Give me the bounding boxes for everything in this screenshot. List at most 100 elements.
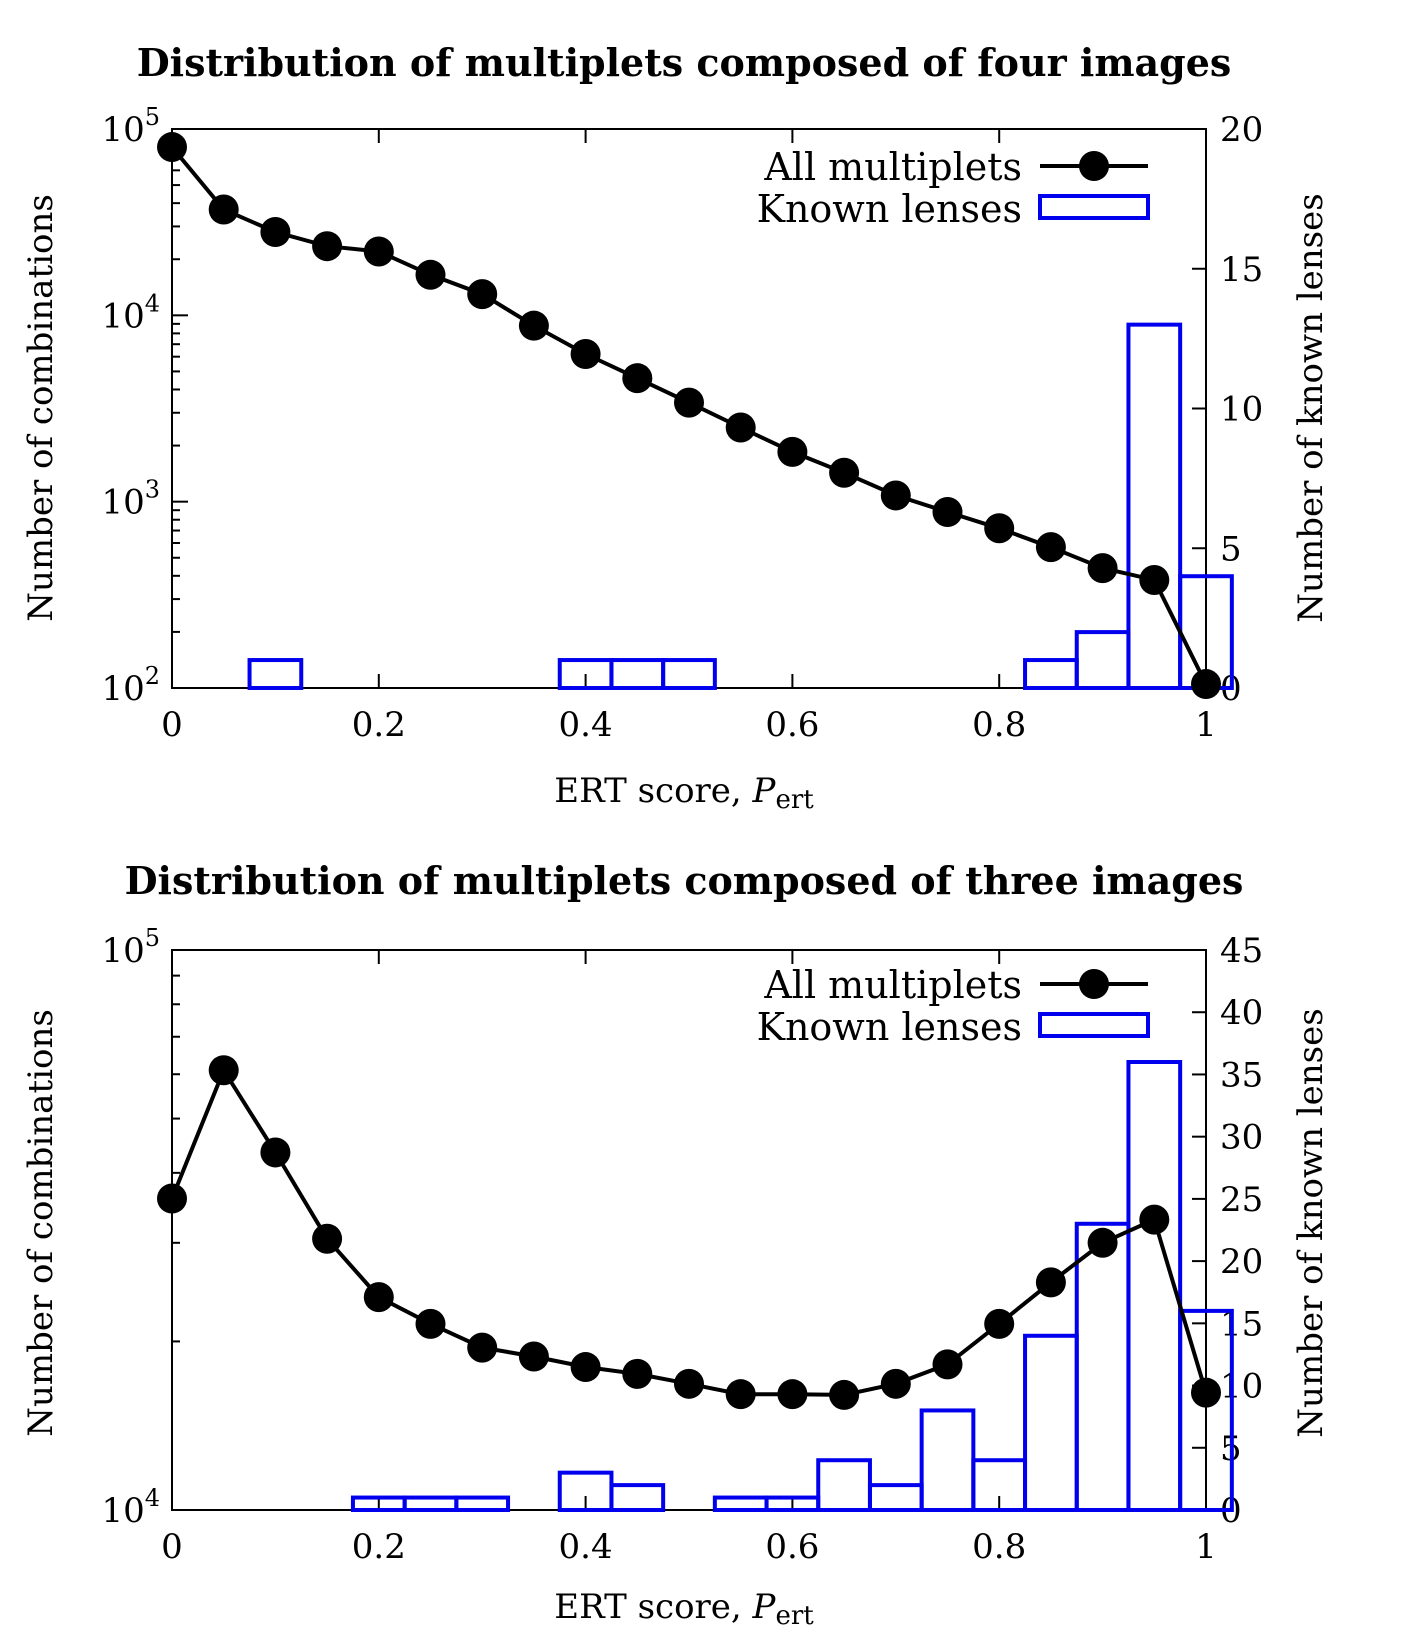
- all-multiplets-point: [984, 1308, 1015, 1339]
- y-tick-label-right: 10: [1220, 1367, 1263, 1407]
- all-multiplets-point: [674, 1368, 704, 1399]
- all-multiplets-point: [260, 1137, 291, 1168]
- y-tick-label-right: 20: [1220, 1242, 1263, 1282]
- y-tick-label-right: 15: [1220, 250, 1263, 290]
- all-multiplets-point: [1087, 1227, 1118, 1258]
- legend-label-line: All multiplets: [763, 145, 1022, 189]
- y-tick-label-right: 45: [1220, 931, 1263, 971]
- known-lenses-bar: [454, 1495, 511, 1512]
- legend: All multiplets Known lenses: [757, 963, 1150, 1049]
- x-axis-label: ERT score, Pert: [554, 771, 814, 815]
- known-lenses-bar: [1074, 630, 1131, 690]
- legend-bar-sample: [1038, 1012, 1150, 1038]
- y-tick-label-exp: 3: [145, 476, 160, 504]
- y-tick-label-right: 25: [1220, 1180, 1263, 1220]
- x-tick-label: 0.2: [352, 1527, 406, 1567]
- legend-label-bar: Known lenses: [757, 187, 1022, 231]
- all-multiplets-point: [725, 412, 756, 443]
- all-multiplets-point: [363, 1282, 394, 1313]
- all-multiplets-point: [312, 1223, 343, 1254]
- x-tick-label: 0.4: [559, 1527, 613, 1567]
- x-axis-label-var: P: [752, 1587, 777, 1627]
- y-tick-label-right: 20: [1220, 110, 1263, 150]
- all-multiplets-point: [415, 259, 446, 290]
- known-lenses-bar: [712, 1495, 769, 1512]
- known-lenses-bar: [1126, 322, 1183, 690]
- known-lenses-bar: [402, 1495, 459, 1512]
- all-multiplets-point: [829, 1379, 860, 1410]
- x-tick-label: 1: [1195, 705, 1217, 745]
- all-multiplets-point: [622, 1358, 653, 1389]
- known-lenses-bar: [1178, 1308, 1234, 1513]
- all-multiplets-point: [208, 1055, 239, 1086]
- all-multiplets-point: [1191, 669, 1221, 700]
- y-tick-label-base: 10: [101, 931, 144, 971]
- y-tick-label-exp: 5: [145, 103, 160, 131]
- legend: All multiplets Known lenses: [757, 145, 1150, 231]
- y-tick-label-exp: 5: [145, 924, 160, 952]
- all-multiplets-point: [777, 1379, 808, 1410]
- all-multiplets-point: [932, 497, 963, 528]
- y-tick-label-base: 10: [101, 296, 144, 336]
- all-multiplets-point: [1087, 553, 1118, 584]
- chart-title: Distribution of multiplets composed of f…: [137, 40, 1232, 85]
- plot-frame: [171, 949, 1207, 1511]
- all-multiplets-point: [829, 457, 860, 488]
- y-tick-label-left: 105: [101, 103, 160, 150]
- y-tick-label-base: 10: [101, 483, 144, 523]
- known-lenses-bar: [609, 658, 666, 690]
- y-tick-label-left: 104: [101, 1484, 160, 1531]
- x-tick-label: 1: [1195, 1527, 1217, 1567]
- all-multiplets-point: [1139, 564, 1170, 595]
- y-tick-label-right: 40: [1220, 993, 1263, 1033]
- x-tick-label: 0.6: [765, 705, 819, 745]
- y-axis-label-right: Number of known lenses: [1291, 1008, 1331, 1437]
- known-lenses-bar: [1023, 658, 1079, 690]
- all-multiplets-point: [984, 513, 1015, 544]
- x-tick-label: 0.4: [559, 705, 613, 745]
- all-multiplets-point: [932, 1349, 963, 1380]
- x-tick-label: 0.6: [765, 1527, 819, 1567]
- known-lenses-bar: [247, 658, 304, 690]
- known-lenses-bar: [816, 1458, 872, 1512]
- y-tick-label-right: 35: [1220, 1055, 1263, 1095]
- known-lenses-bar: [1074, 1221, 1131, 1513]
- chart-panel-three-images: Distribution of multiplets composed of t…: [21, 858, 1331, 1631]
- all-multiplets-point: [725, 1379, 756, 1410]
- all-multiplets-point: [260, 217, 291, 248]
- all-multiplets-point: [777, 436, 808, 467]
- x-tick-label: 0: [161, 1527, 183, 1567]
- x-axis-label-text: ERT score,: [554, 1587, 741, 1627]
- legend-label-line: All multiplets: [763, 963, 1022, 1007]
- chart-title: Distribution of multiplets composed of t…: [125, 858, 1244, 903]
- y-tick-label-left: 104: [101, 289, 160, 336]
- chart-panel-four-images: Distribution of multiplets composed of f…: [21, 40, 1331, 815]
- all-multiplets-point: [1035, 1267, 1066, 1298]
- y-tick-label-right: 30: [1220, 1118, 1263, 1158]
- known-lenses-bar: [661, 658, 717, 690]
- all-multiplets-point: [363, 236, 394, 267]
- y-tick-label-base: 10: [101, 110, 144, 150]
- y-tick-label-exp: 4: [145, 289, 160, 317]
- all-multiplets-point: [157, 1183, 187, 1214]
- x-tick-label: 0.8: [972, 1527, 1026, 1567]
- all-multiplets-point: [157, 132, 187, 163]
- x-tick-label: 0.2: [352, 705, 406, 745]
- all-multiplets-point: [208, 194, 239, 225]
- x-axis-label-var: P: [752, 771, 777, 811]
- y-tick-label-left: 102: [101, 662, 160, 709]
- all-multiplets-point: [622, 363, 653, 394]
- all-multiplets-point: [570, 1352, 601, 1383]
- all-multiplets-point: [518, 310, 549, 341]
- all-multiplets-point: [674, 387, 704, 418]
- x-axis-label-sub: ert: [775, 1601, 814, 1631]
- known-lenses-bar: [1126, 1060, 1183, 1512]
- y-tick-label-right: 5: [1220, 529, 1242, 569]
- known-lenses-bar: [867, 1483, 924, 1512]
- all-multiplets-point: [467, 1332, 498, 1363]
- legend-marker-sample: [1079, 969, 1109, 999]
- y-tick-label-left: 103: [101, 476, 160, 523]
- known-lenses-bar: [919, 1408, 976, 1513]
